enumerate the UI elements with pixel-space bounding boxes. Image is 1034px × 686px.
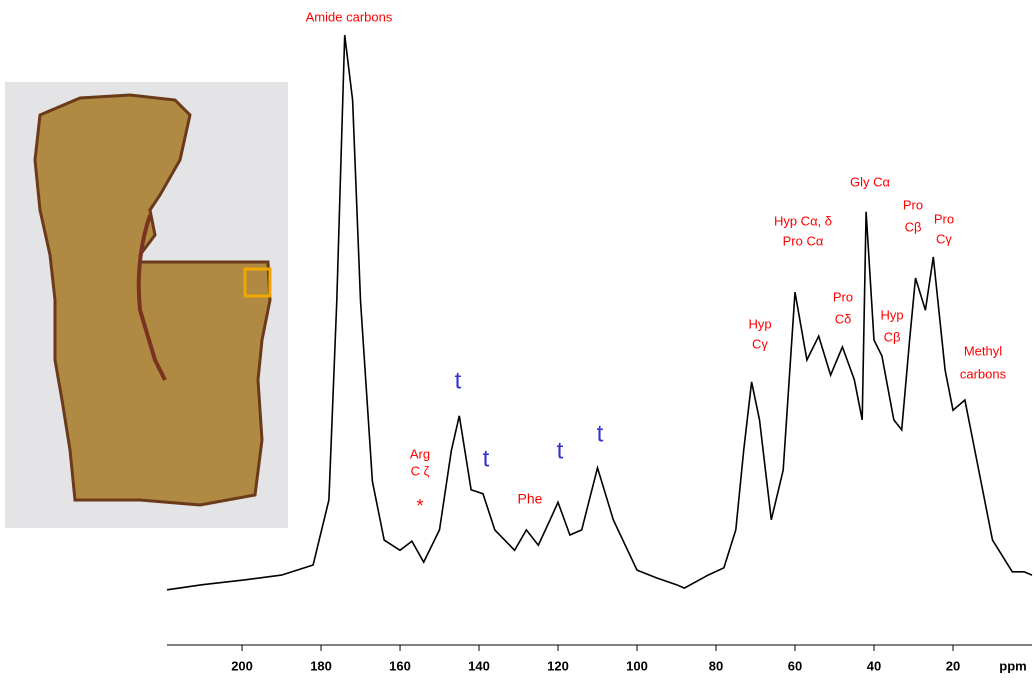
annotation: Pro <box>833 289 853 304</box>
annotation: Pro Cα <box>783 233 824 248</box>
annotation: t <box>597 420 604 447</box>
annotation: Cβ <box>905 219 922 234</box>
annotation: Gly Cα <box>850 174 891 189</box>
x-tick-label: 200 <box>231 658 253 673</box>
figure: ppm 200 180 160 140 120 100 80 60 40 20 Amide carb… <box>0 0 1034 681</box>
annotation: Methyl <box>964 343 1002 358</box>
x-tick-label: 120 <box>547 658 569 673</box>
x-tick-label: 100 <box>626 658 648 673</box>
annotation: Phe <box>518 491 543 507</box>
x-tick-label: 40 <box>867 658 881 673</box>
annotation: Pro <box>903 197 923 212</box>
annotation: Cγ <box>752 336 768 351</box>
annotation: Hyp <box>748 316 771 331</box>
annotation: t <box>455 367 462 394</box>
x-tick-label: 20 <box>946 658 960 673</box>
annotation: Hyp Cα, δ <box>774 213 832 228</box>
annotation: t <box>557 437 564 464</box>
annotation: C ζ <box>411 463 430 478</box>
annotation: Cδ <box>835 311 852 326</box>
x-axis-label: ppm <box>999 658 1026 673</box>
annotation: Arg <box>410 446 430 461</box>
annotation: Cβ <box>884 329 901 344</box>
annotation: Hyp <box>880 307 903 322</box>
annotation: Amide carbons <box>306 9 393 24</box>
annotation: Pro <box>934 211 954 226</box>
x-tick-label: 140 <box>468 658 490 673</box>
annotation: Cγ <box>936 231 952 246</box>
x-tick-label: 60 <box>788 658 802 673</box>
annotation: * <box>416 496 423 516</box>
annotation: carbons <box>960 366 1007 381</box>
x-tick-label: 80 <box>709 658 723 673</box>
sample-photo <box>5 82 288 528</box>
x-tick-label: 160 <box>389 658 411 673</box>
annotation: t <box>483 445 490 472</box>
x-tick-label: 180 <box>310 658 332 673</box>
